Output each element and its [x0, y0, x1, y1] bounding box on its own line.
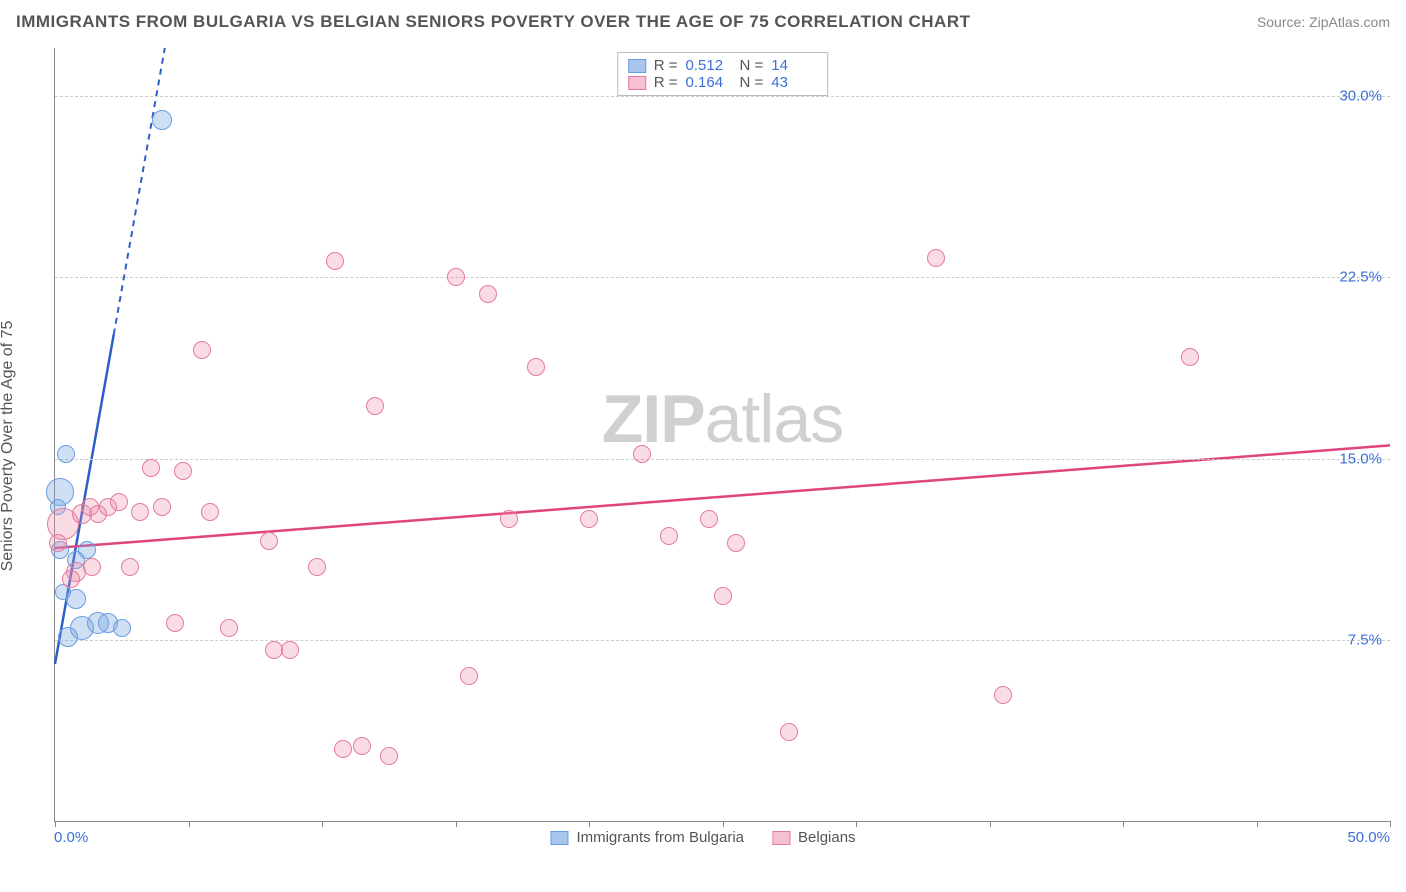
x-tick — [1257, 821, 1258, 827]
source-label: Source: ZipAtlas.com — [1257, 14, 1390, 30]
data-point — [353, 737, 371, 755]
data-point — [500, 510, 518, 528]
data-point — [58, 627, 78, 647]
data-point — [714, 587, 732, 605]
data-point — [633, 445, 651, 463]
data-point — [527, 358, 545, 376]
y-tick-label: 30.0% — [1339, 88, 1382, 105]
x-tick — [723, 821, 724, 827]
data-point — [447, 268, 465, 286]
x-tick — [322, 821, 323, 827]
data-point — [142, 459, 160, 477]
y-axis-label: Seniors Poverty Over the Age of 75 — [0, 321, 17, 572]
x-axis-max-label: 50.0% — [1347, 829, 1390, 846]
data-point — [153, 498, 171, 516]
watermark-thin: atlas — [705, 381, 844, 457]
data-point — [380, 747, 398, 765]
data-point — [220, 619, 238, 637]
data-point — [57, 445, 75, 463]
legend-swatch-1 — [772, 831, 790, 845]
legend-label-0: Immigrants from Bulgaria — [576, 829, 744, 846]
x-tick — [456, 821, 457, 827]
data-point — [334, 740, 352, 758]
legend-row-series-1: R = 0.164 N = 43 — [628, 74, 818, 91]
data-point — [727, 534, 745, 552]
n-value-1: 43 — [771, 74, 817, 91]
legend-item-0: Immigrants from Bulgaria — [550, 829, 744, 846]
legend-swatch-1 — [628, 76, 646, 90]
legend-label-1: Belgians — [798, 829, 856, 846]
gridline — [55, 640, 1390, 641]
gridline — [55, 459, 1390, 460]
r-label: R = — [654, 57, 678, 74]
x-tick — [1123, 821, 1124, 827]
gridline — [55, 277, 1390, 278]
data-point — [660, 527, 678, 545]
data-point — [479, 285, 497, 303]
r-value-0: 0.512 — [686, 57, 732, 74]
legend-item-1: Belgians — [772, 829, 856, 846]
x-tick — [589, 821, 590, 827]
data-point — [113, 619, 131, 637]
data-point — [281, 641, 299, 659]
data-point — [193, 341, 211, 359]
data-point — [1181, 348, 1199, 366]
x-axis-min-label: 0.0% — [54, 829, 88, 846]
r-label: R = — [654, 74, 678, 91]
r-value-1: 0.164 — [686, 74, 732, 91]
data-point — [780, 723, 798, 741]
data-point — [83, 558, 101, 576]
chart-area: Seniors Poverty Over the Age of 75 ZIPat… — [16, 48, 1390, 844]
data-point — [110, 493, 128, 511]
y-tick-label: 22.5% — [1339, 269, 1382, 286]
data-point — [580, 510, 598, 528]
data-point — [994, 686, 1012, 704]
data-point — [131, 503, 149, 521]
x-tick — [55, 821, 56, 827]
plot-region: ZIPatlas R = 0.512 N = 14 R = 0.164 N = … — [54, 48, 1390, 822]
x-tick — [856, 821, 857, 827]
data-point — [460, 667, 478, 685]
data-point — [260, 532, 278, 550]
x-tick — [189, 821, 190, 827]
n-label: N = — [740, 57, 764, 74]
data-point — [62, 570, 80, 588]
data-point — [308, 558, 326, 576]
data-point — [201, 503, 219, 521]
chart-title: IMMIGRANTS FROM BULGARIA VS BELGIAN SENI… — [16, 12, 971, 32]
data-point — [78, 541, 96, 559]
n-label: N = — [740, 74, 764, 91]
correlation-legend: R = 0.512 N = 14 R = 0.164 N = 43 — [617, 52, 829, 96]
data-point — [49, 534, 67, 552]
watermark-bold: ZIP — [602, 381, 705, 457]
data-point — [366, 397, 384, 415]
legend-row-series-0: R = 0.512 N = 14 — [628, 57, 818, 74]
data-point — [166, 614, 184, 632]
legend-swatch-0 — [628, 59, 646, 73]
trend-lines — [55, 48, 1390, 821]
gridline — [55, 96, 1390, 97]
x-tick — [990, 821, 991, 827]
y-tick-label: 15.0% — [1339, 450, 1382, 467]
data-point — [174, 462, 192, 480]
legend-swatch-0 — [550, 831, 568, 845]
data-point — [326, 252, 344, 270]
series-legend: Immigrants from Bulgaria Belgians — [550, 829, 855, 846]
x-tick — [1390, 821, 1391, 827]
data-point — [700, 510, 718, 528]
n-value-0: 14 — [771, 57, 817, 74]
y-tick-label: 7.5% — [1348, 631, 1382, 648]
data-point — [152, 110, 172, 130]
data-point — [927, 249, 945, 267]
data-point — [121, 558, 139, 576]
